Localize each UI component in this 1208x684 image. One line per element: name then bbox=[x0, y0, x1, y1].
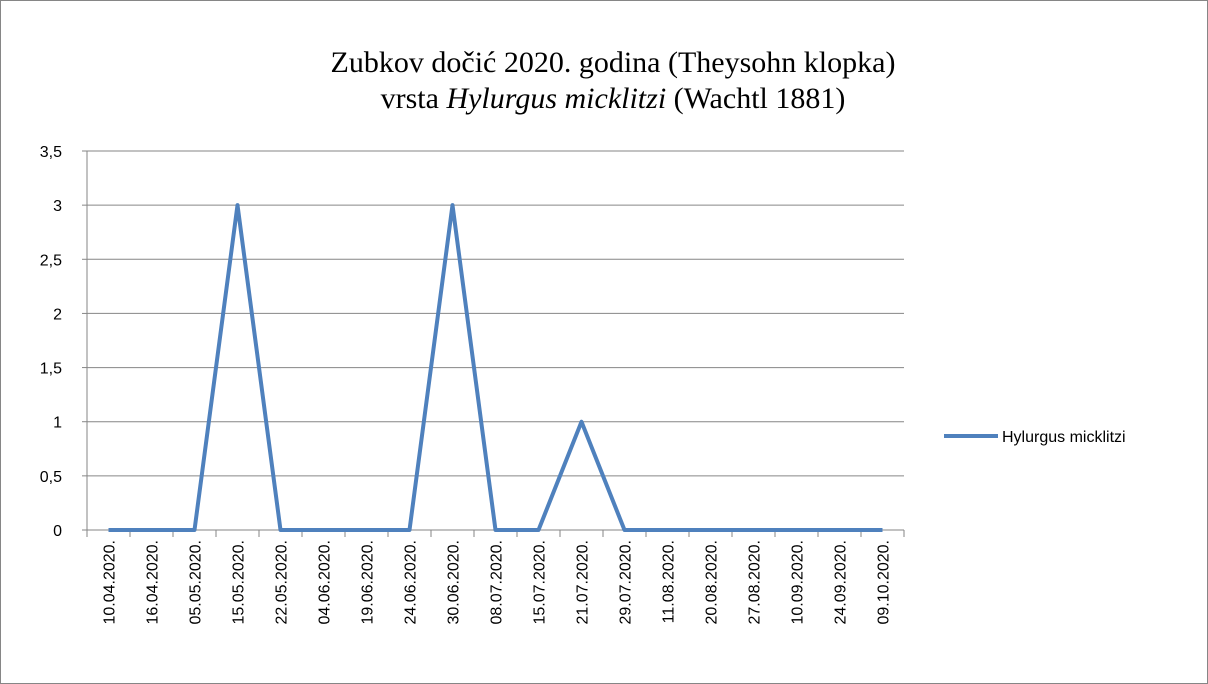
y-tick-label: 0 bbox=[53, 523, 62, 540]
x-tick-label: 16.04.2020. bbox=[145, 540, 162, 625]
y-tick-label: 1,5 bbox=[40, 361, 62, 378]
x-tick-label: 21.07.2020. bbox=[575, 540, 592, 625]
y-tick-label: 2,5 bbox=[40, 252, 62, 269]
x-tick-label: 27.08.2020. bbox=[747, 540, 764, 625]
chart-title: Zubkov dočić 2020. godina (Theysohn klop… bbox=[331, 46, 896, 79]
x-tick-label: 10.04.2020. bbox=[102, 540, 119, 625]
x-tick-label: 30.06.2020. bbox=[446, 540, 463, 625]
x-tick-label: 29.07.2020. bbox=[618, 540, 635, 625]
legend-label: Hylurgus micklitzi bbox=[1002, 429, 1126, 446]
x-tick-label: 05.05.2020. bbox=[188, 540, 205, 625]
subtitle-species: Hylurgus micklitzi bbox=[445, 82, 666, 115]
x-tick-label: 15.05.2020. bbox=[231, 540, 248, 625]
y-tick-label: 1 bbox=[53, 415, 62, 432]
x-tick-label: 24.06.2020. bbox=[403, 540, 420, 625]
x-tick-label: 15.07.2020. bbox=[532, 540, 549, 625]
chart-subtitle: vrsta Hylurgus micklitzi (Wachtl 1881) bbox=[381, 82, 846, 115]
y-tick-label: 3 bbox=[53, 198, 62, 215]
y-tick-label: 2 bbox=[53, 306, 62, 323]
subtitle-part: vrsta bbox=[381, 82, 447, 115]
x-tick-label: 24.09.2020. bbox=[833, 540, 850, 625]
series-line bbox=[108, 203, 883, 532]
subtitle-part: (Wachtl 1881) bbox=[666, 82, 845, 115]
x-tick-label: 11.08.2020. bbox=[661, 540, 678, 623]
y-tick-label: 3,5 bbox=[40, 144, 62, 161]
x-tick-label: 20.08.2020. bbox=[704, 540, 721, 625]
x-tick-label: 22.05.2020. bbox=[274, 540, 291, 625]
x-tick-label: 08.07.2020. bbox=[489, 540, 506, 625]
x-tick-label: 10.09.2020. bbox=[790, 540, 807, 625]
y-tick-label: 0,5 bbox=[40, 469, 62, 486]
x-tick-label: 19.06.2020. bbox=[360, 540, 377, 625]
x-tick-label: 09.10.2020. bbox=[876, 540, 893, 625]
x-tick-label: 04.06.2020. bbox=[317, 540, 334, 625]
